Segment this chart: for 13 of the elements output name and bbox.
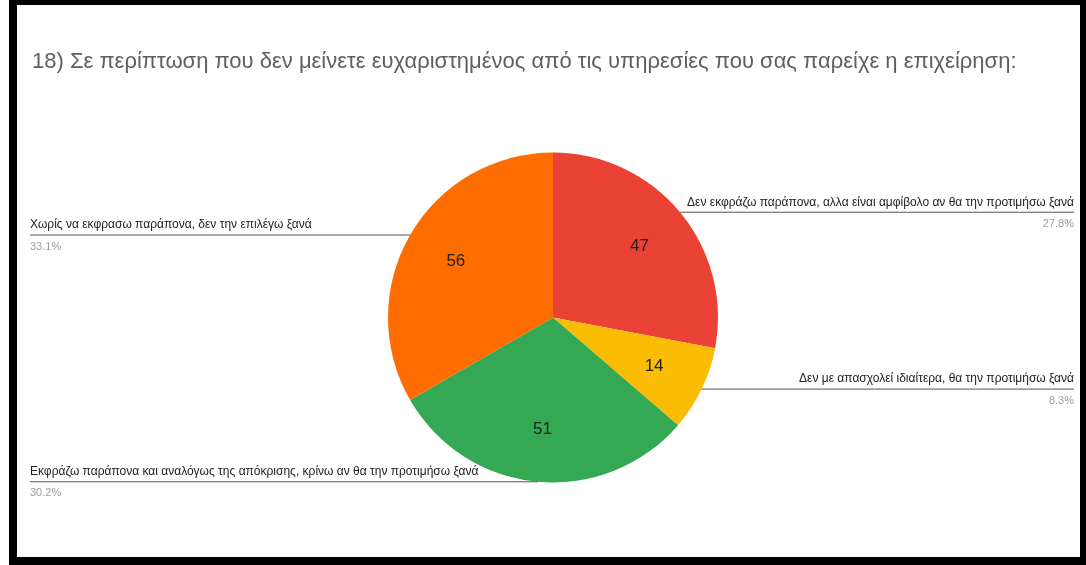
slice-label: Χωρίς να εκφρασω παράπονα, δεν την επιλέγω ξανά xyxy=(30,217,312,232)
data-label: 14 xyxy=(644,355,664,375)
data-label: 47 xyxy=(629,235,649,255)
text: 33.1% xyxy=(30,239,62,252)
data-label: 51 xyxy=(533,418,552,438)
slice-label: Δεν εκφράζω παράπονα, αλλα είναι αμφίβολο αν θα την προτιμήσω ξανά xyxy=(687,194,1075,209)
chart-title: 18) Σε περίπτωση που δεν μείνετε ευχαριστημένος από τις υπηρεσίες που σας παρείχε η επιχείρηση: xyxy=(32,48,1017,74)
text: 27.8% xyxy=(1042,216,1075,229)
slice-label: Δεν με απασχολεί ιδιαίτερα, θα την προτιμήσω ξανά xyxy=(799,371,1075,386)
slice-label: Εκφράζω παράπονα και αναλόγως της απόκρισης, κρίνω αν θα την προτιμήσω ξανά xyxy=(30,464,479,479)
data-label: 56 xyxy=(446,251,466,271)
text: 8.3% xyxy=(1048,393,1075,406)
text: 30.2% xyxy=(30,486,62,499)
